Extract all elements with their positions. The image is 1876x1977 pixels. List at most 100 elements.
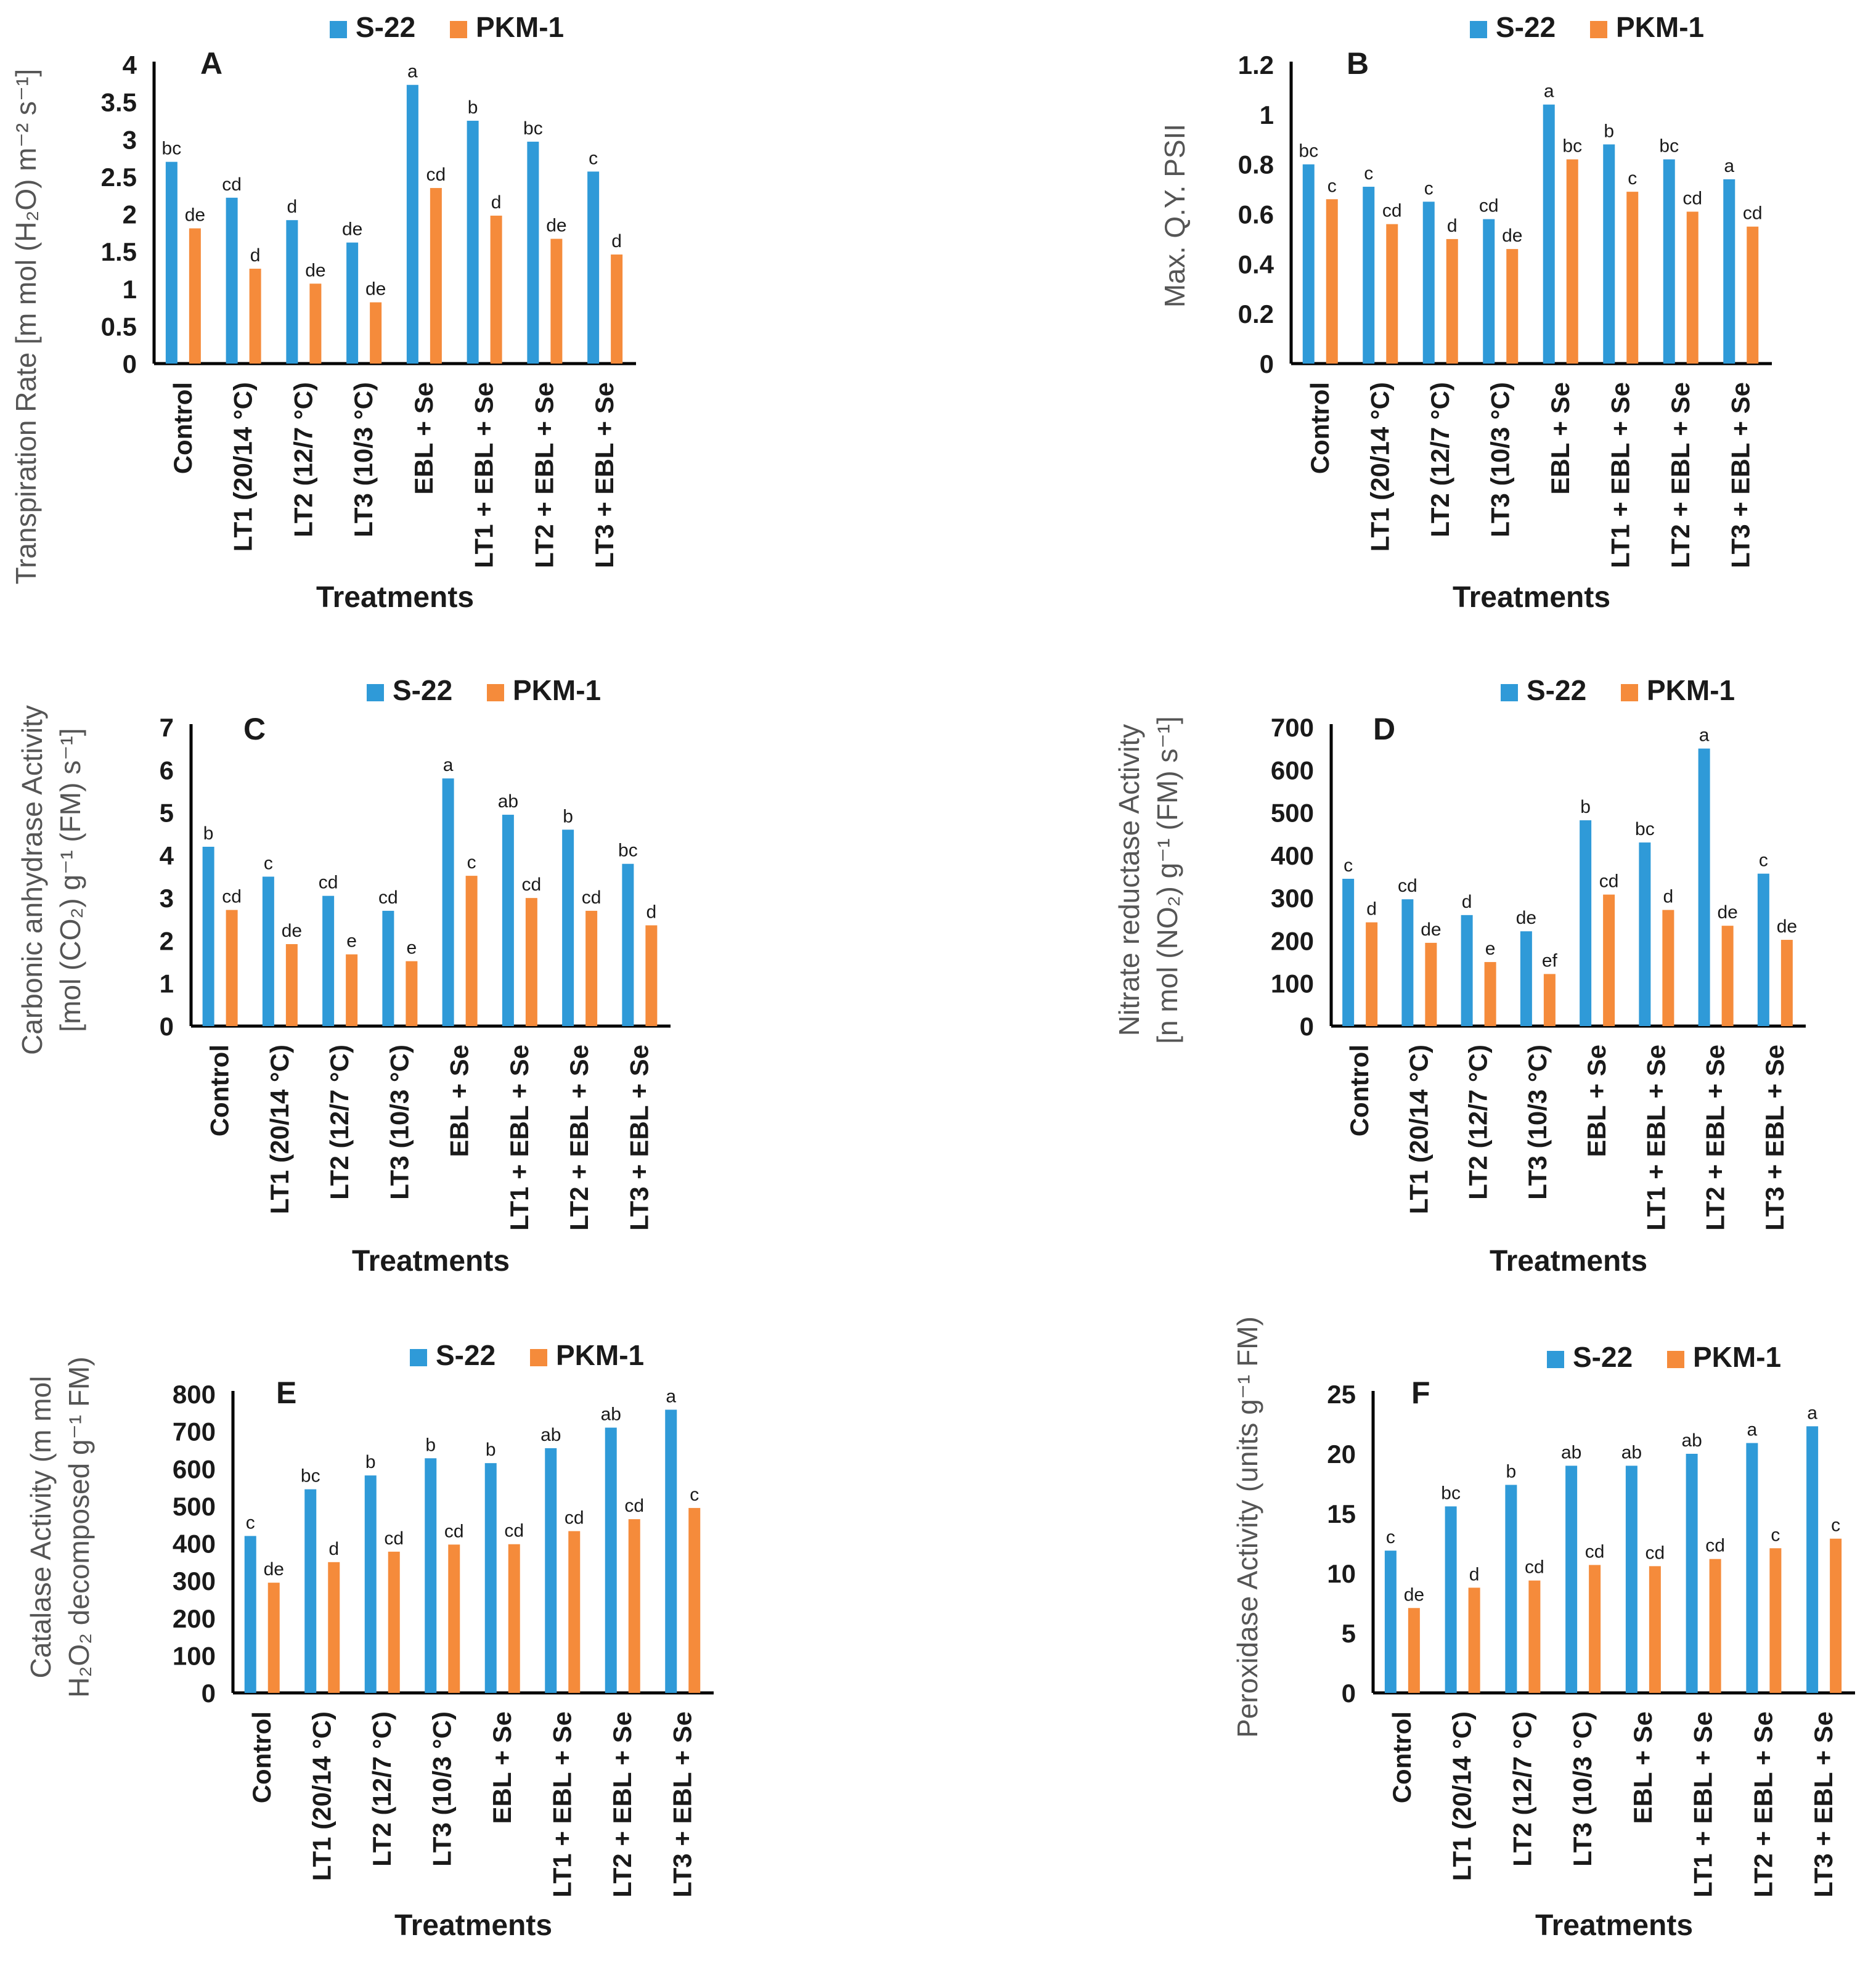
significance-label: c [1386,1527,1395,1547]
significance-label: de [1404,1584,1424,1605]
significance-label: cd [384,1528,404,1549]
y-tick-label: 1 [123,275,137,304]
x-tick-label: LT2 + EBL + Se [1666,382,1695,568]
x-tick-label: LT2 (12/7 °C) [1464,1045,1493,1200]
significance-label: de [342,219,362,240]
significance-label: cd [624,1496,644,1516]
x-tick-label: Control [247,1711,276,1803]
bar-pkm1-4 [465,876,478,1026]
bar-s22-5 [545,1448,557,1693]
significance-label: b [365,1452,376,1472]
significance-label: cd [582,887,602,908]
legend-label: S-22 [1573,1341,1633,1373]
significance-label: ab [1561,1442,1581,1462]
bar-s22-1 [304,1489,317,1693]
bar-pkm1-5 [568,1531,581,1693]
bar-pkm1-6 [585,910,598,1026]
significance-label: c [1424,178,1434,198]
significance-label: e [407,938,417,958]
bar-s22-5 [467,120,479,364]
y-tick-label: 600 [1271,756,1314,785]
significance-label: c [1344,855,1353,876]
bar-s22-6 [562,830,574,1026]
significance-label: de [1421,919,1441,940]
bar-pkm1-5 [1709,1559,1721,1693]
bar-pkm1-4 [508,1544,520,1693]
legend-label: PKM-1 [1616,11,1704,43]
x-tick-label: Control [1305,382,1334,474]
x-tick-label: LT3 (10/3 °C) [1568,1711,1597,1867]
significance-label: a [1724,156,1734,176]
y-tick-label: 200 [173,1604,216,1633]
significance-label: c [1831,1515,1840,1536]
bar-pkm1-2 [1484,962,1496,1026]
x-tick-label: EBL + Se [445,1045,474,1157]
legend-label: S-22 [356,11,415,43]
bar-pkm1-6 [1686,211,1699,364]
x-tick-label: LT2 + EBL + Se [529,382,558,568]
significance-label: a [666,1386,676,1406]
significance-label: bc [523,118,543,139]
significance-label: cd [378,887,398,908]
significance-label: a [443,755,454,775]
significance-label: d [1462,892,1472,912]
x-tick-label: Control [1345,1045,1374,1136]
bar-pkm1-5 [525,898,537,1026]
y-tick-label: 400 [1271,841,1314,870]
bar-s22-1 [1401,899,1414,1026]
y-tick-label: 15 [1327,1499,1356,1528]
significance-label: cd [319,873,338,893]
x-tick-label: LT2 + EBL + Se [1701,1045,1730,1231]
x-axis-title: Treatments [1535,1909,1693,1942]
bar-s22-0 [202,847,214,1026]
bar-s22-2 [1505,1485,1517,1693]
bar-s22-3 [1483,219,1495,364]
y-tick-label: 20 [1327,1440,1356,1469]
legend-swatch [410,1349,427,1366]
y-tick-label: 5 [160,799,174,828]
legend: S-22 PKM-1 [410,1339,644,1371]
bar-pkm1-6 [1721,926,1734,1026]
x-tick-label: LT1 (20/14 °C) [1404,1045,1433,1214]
y-tick-label: 1 [160,969,174,998]
significance-label: e [1485,939,1496,959]
y-tick-label: 2 [160,926,174,955]
x-tick-label: LT3 (10/3 °C) [1523,1045,1552,1200]
significance-label: cd [522,874,542,895]
significance-label: d [611,231,622,251]
y-tick-label: 0 [1342,1679,1356,1708]
significance-label: cd [565,1507,584,1528]
significance-label: c [246,1512,255,1533]
legend-label: PKM-1 [1647,674,1735,706]
significance-label: d [287,197,298,217]
legend-swatch [450,21,467,38]
significance-label: b [1604,121,1614,141]
bar-s22-3 [346,242,359,364]
y-axis-title: Transpiration Rate [m mol (H₂O) m⁻² s⁻¹] [10,69,42,585]
bar-s22-0 [1384,1551,1397,1693]
x-tick-label: LT3 (10/3 °C) [349,382,378,537]
bar-pkm1-2 [1528,1580,1541,1693]
y-tick-label: 0 [123,349,137,378]
significance-label: ab [540,1425,561,1445]
significance-label: d [646,902,657,922]
bar-pkm1-1 [328,1562,340,1693]
significance-label: c [1364,163,1373,184]
y-tick-label: 700 [1271,713,1314,742]
bar-s22-4 [1543,104,1555,364]
significance-label: b [425,1435,436,1455]
significance-label: d [328,1539,339,1559]
x-tick-label: LT2 + EBL + Se [1748,1711,1777,1898]
bar-s22-6 [1663,159,1675,364]
bar-pkm1-2 [1446,238,1458,364]
significance-label: bc [1562,136,1582,157]
x-tick-label: LT3 (10/3 °C) [427,1711,456,1867]
legend-label: PKM-1 [513,674,601,706]
y-tick-label: 0 [160,1012,174,1041]
legend-swatch [1667,1351,1684,1368]
significance-label: d [1469,1564,1480,1584]
y-tick-label: 4 [160,841,174,870]
y-tick-label: 500 [1271,799,1314,828]
x-tick-label: LT1 + EBL + Se [505,1045,534,1231]
y-tick-label: 700 [173,1417,216,1446]
